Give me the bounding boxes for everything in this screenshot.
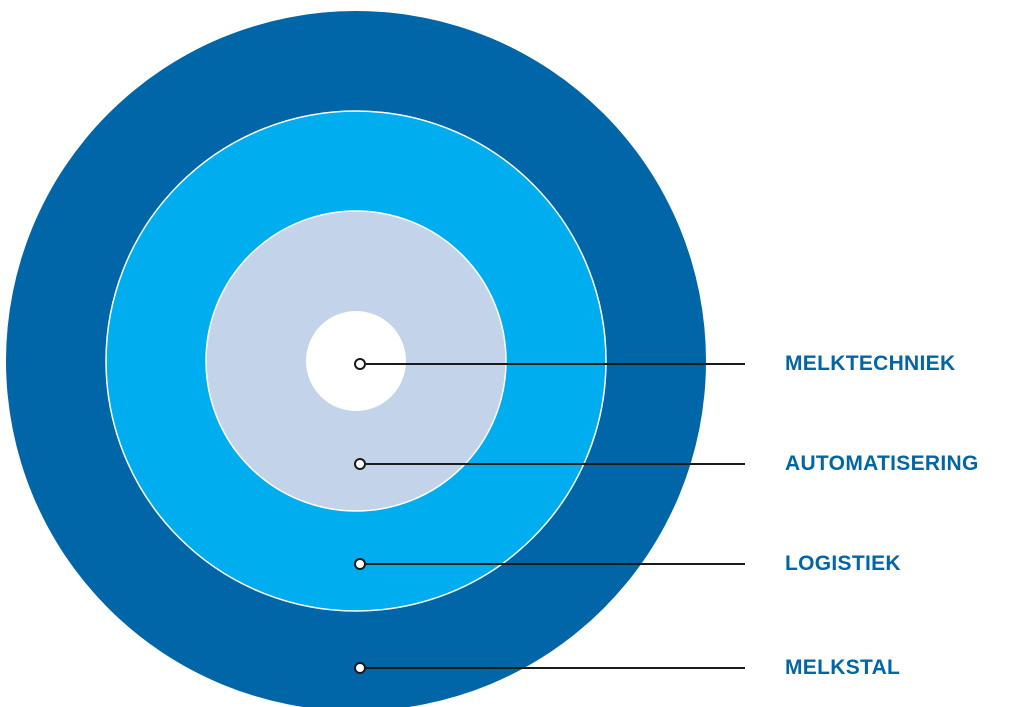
leader-line-melkstal xyxy=(354,662,745,674)
leader-line-automatisering xyxy=(354,458,745,470)
label-melkstal: MELKSTAL xyxy=(785,656,901,679)
label-automatisering: AUTOMATISERING xyxy=(785,452,979,475)
leader-line-melktechniek xyxy=(354,358,745,370)
label-melktechniek: MELKTECHNIEK xyxy=(785,352,956,375)
label-logistiek: LOGISTIEK xyxy=(785,552,901,575)
leader-line-logistiek xyxy=(354,558,745,570)
